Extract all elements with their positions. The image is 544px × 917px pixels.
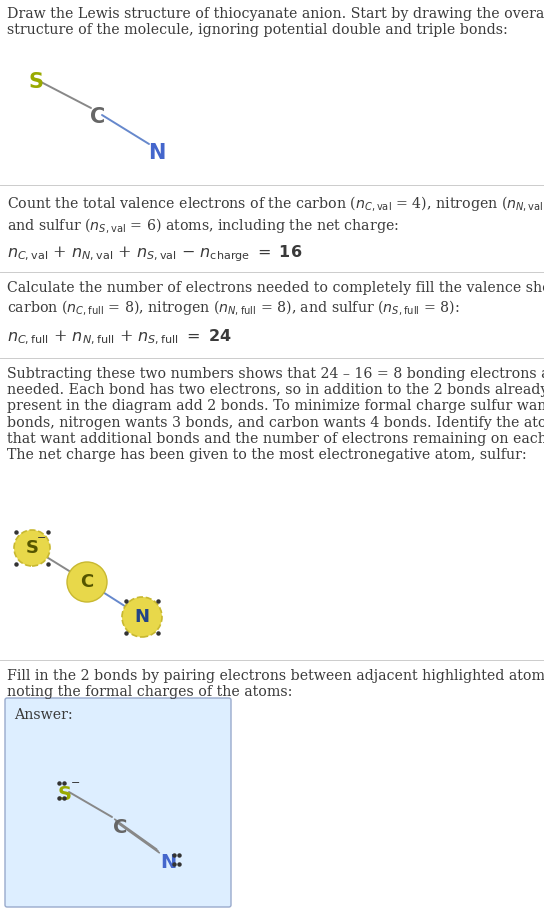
Text: −: − <box>71 778 81 788</box>
Text: N: N <box>148 143 165 163</box>
Text: C: C <box>90 107 105 127</box>
Circle shape <box>14 530 50 566</box>
Text: N: N <box>160 853 176 872</box>
Text: −: − <box>38 533 47 543</box>
Text: Fill in the 2 bonds by pairing electrons between adjacent highlighted atoms,
not: Fill in the 2 bonds by pairing electrons… <box>7 669 544 699</box>
Text: S: S <box>28 72 43 92</box>
Text: Subtracting these two numbers shows that 24 – 16 = 8 bonding electrons are
neede: Subtracting these two numbers shows that… <box>7 367 544 462</box>
FancyBboxPatch shape <box>5 698 231 907</box>
Text: C: C <box>113 818 127 837</box>
Text: $n_{C,\mathrm{val}}$ + $n_{N,\mathrm{val}}$ + $n_{S,\mathrm{val}}$ $-$ $n_{\math: $n_{C,\mathrm{val}}$ + $n_{N,\mathrm{val… <box>7 243 302 263</box>
Text: Draw the Lewis structure of thiocyanate anion. Start by drawing the overall
stru: Draw the Lewis structure of thiocyanate … <box>7 7 544 38</box>
Text: N: N <box>134 608 150 626</box>
Circle shape <box>122 597 162 637</box>
Circle shape <box>67 562 107 602</box>
Text: Calculate the number of electrons needed to completely fill the valence shells f: Calculate the number of electrons needed… <box>7 281 544 316</box>
Text: Count the total valence electrons of the carbon ($n_{C,\mathrm{val}}$ = 4), nitr: Count the total valence electrons of the… <box>7 194 544 235</box>
Text: Answer:: Answer: <box>14 708 73 722</box>
Text: $n_{C,\mathrm{full}}$ + $n_{N,\mathrm{full}}$ + $n_{S,\mathrm{full}}$ $=$ $\math: $n_{C,\mathrm{full}}$ + $n_{N,\mathrm{fu… <box>7 328 232 348</box>
Text: C: C <box>81 573 94 591</box>
Text: S: S <box>58 785 72 804</box>
Text: S: S <box>26 539 39 557</box>
